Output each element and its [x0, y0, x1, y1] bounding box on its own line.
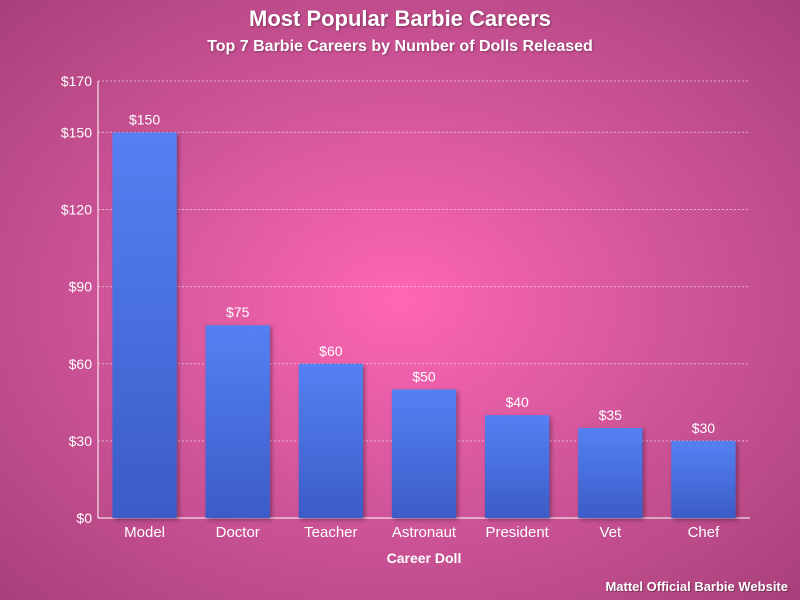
x-tick-label: Chef — [688, 524, 721, 541]
y-tick-label: $90 — [69, 279, 93, 295]
y-tick-label: $170 — [61, 73, 92, 89]
x-tick-label: Model — [124, 524, 165, 541]
x-tick-label: President — [485, 524, 549, 541]
bar — [485, 415, 550, 518]
x-axis-title: Career Doll — [387, 550, 462, 566]
data-label: $75 — [226, 304, 250, 320]
gridlines — [98, 80, 750, 442]
chart-subtitle: Top 7 Barbie Careers by Number of Dolls … — [207, 38, 593, 55]
data-label: $50 — [412, 368, 436, 384]
y-tick-label: $60 — [69, 356, 93, 372]
data-label: $30 — [692, 420, 716, 436]
chart-title: Most Popular Barbie Careers — [249, 6, 551, 31]
x-tick-label: Doctor — [216, 524, 260, 541]
y-tick-label: $0 — [76, 510, 92, 526]
bar — [578, 428, 643, 518]
bar — [671, 440, 736, 518]
data-label: $60 — [319, 343, 343, 359]
x-tick-label: Astronaut — [392, 524, 457, 541]
x-tick-label: Teacher — [304, 524, 357, 541]
bars — [112, 132, 736, 519]
y-tick-label: $150 — [61, 124, 92, 140]
bar — [112, 132, 177, 519]
bar — [391, 389, 457, 518]
y-tick-label: $120 — [61, 202, 92, 218]
data-label: $150 — [129, 111, 160, 127]
bar — [205, 325, 270, 518]
x-tick-label: Vet — [599, 524, 622, 541]
data-label: $40 — [505, 394, 529, 410]
source-note: Mattel Official Barbie Website — [605, 579, 788, 594]
y-tick-label: $30 — [69, 433, 93, 449]
bar — [298, 363, 363, 518]
data-label: $35 — [599, 407, 623, 423]
labels: $0 $30 $60 $90 $120 $150 $170 $150 Model $75 Docto… — [61, 73, 720, 541]
